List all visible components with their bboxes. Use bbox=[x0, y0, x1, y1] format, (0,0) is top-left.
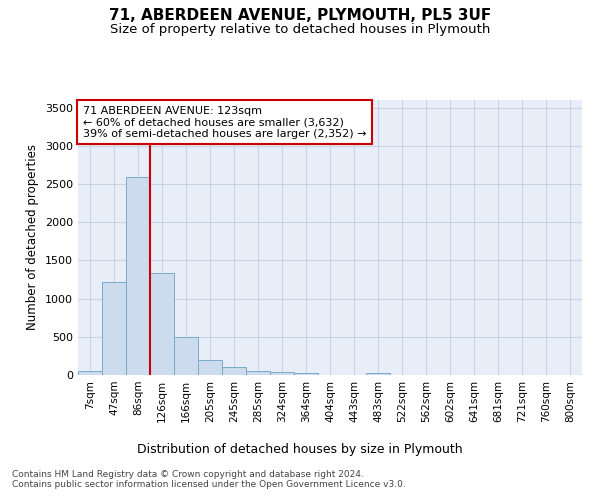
Text: Size of property relative to detached houses in Plymouth: Size of property relative to detached ho… bbox=[110, 22, 490, 36]
Text: Contains public sector information licensed under the Open Government Licence v3: Contains public sector information licen… bbox=[12, 480, 406, 489]
Bar bbox=[294, 373, 318, 375]
Text: 71, ABERDEEN AVENUE, PLYMOUTH, PL5 3UF: 71, ABERDEEN AVENUE, PLYMOUTH, PL5 3UF bbox=[109, 8, 491, 22]
Bar bbox=[126, 177, 150, 375]
Y-axis label: Number of detached properties: Number of detached properties bbox=[26, 144, 40, 330]
Text: 71 ABERDEEN AVENUE: 123sqm
← 60% of detached houses are smaller (3,632)
39% of s: 71 ABERDEEN AVENUE: 123sqm ← 60% of deta… bbox=[83, 106, 367, 138]
Bar bbox=[78, 371, 102, 375]
Bar bbox=[102, 282, 126, 375]
Bar bbox=[198, 360, 222, 375]
Bar bbox=[366, 372, 390, 375]
Bar bbox=[150, 272, 174, 375]
Text: Contains HM Land Registry data © Crown copyright and database right 2024.: Contains HM Land Registry data © Crown c… bbox=[12, 470, 364, 479]
Text: Distribution of detached houses by size in Plymouth: Distribution of detached houses by size … bbox=[137, 442, 463, 456]
Bar bbox=[270, 372, 294, 375]
Bar bbox=[246, 371, 270, 375]
Bar bbox=[174, 337, 198, 375]
Bar bbox=[222, 366, 246, 375]
